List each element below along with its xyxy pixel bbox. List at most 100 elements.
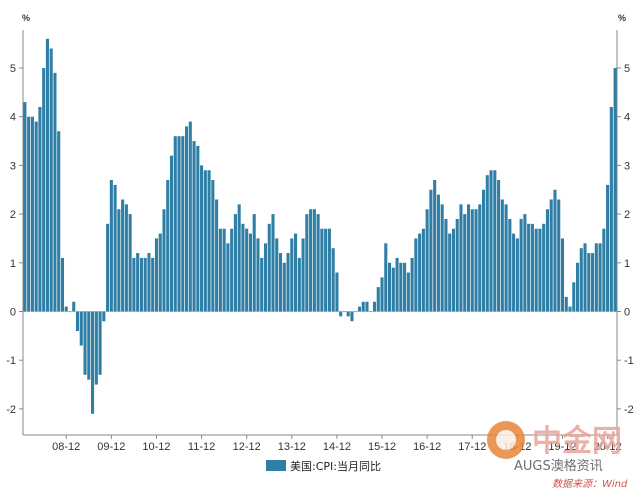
bar — [154, 238, 158, 312]
y-tick-label-right: -2 — [624, 404, 634, 416]
bar — [376, 287, 380, 312]
bar — [113, 184, 117, 312]
bar — [549, 199, 553, 312]
x-tick-label: 11-12 — [188, 441, 215, 453]
bar — [177, 136, 181, 312]
bar — [399, 262, 403, 312]
y-unit-label-right: % — [618, 13, 626, 23]
bar — [188, 121, 192, 312]
bar — [301, 238, 305, 312]
bar — [196, 145, 200, 312]
bar — [470, 209, 474, 312]
y-tick-label-left: 4 — [10, 112, 16, 124]
bar — [275, 238, 279, 312]
bar — [534, 228, 538, 312]
bar — [139, 257, 143, 312]
x-tick-label: 12-12 — [233, 441, 261, 453]
bar — [474, 209, 478, 312]
bar — [98, 311, 102, 375]
bar — [342, 311, 346, 313]
bar — [346, 311, 350, 317]
bar — [418, 233, 422, 312]
bar — [564, 296, 568, 312]
y-tick-label-right: 1 — [624, 258, 630, 270]
bar — [117, 209, 121, 312]
bar — [384, 243, 388, 312]
bar — [151, 257, 155, 312]
bar — [200, 165, 204, 312]
bar — [425, 209, 429, 312]
bar — [451, 228, 455, 312]
bar — [444, 218, 448, 312]
bar — [173, 136, 177, 312]
y-tick-label-left: 0 — [10, 307, 16, 319]
bar — [339, 311, 343, 317]
bar — [38, 106, 42, 312]
bar — [560, 238, 565, 312]
bar — [237, 204, 241, 312]
bar — [215, 199, 219, 312]
bar — [380, 277, 384, 312]
bar — [361, 301, 365, 312]
bar — [598, 243, 602, 312]
bar — [267, 223, 271, 312]
bar — [218, 228, 222, 312]
y-tick-label-left: -1 — [6, 355, 16, 367]
legend-swatch — [266, 460, 286, 471]
logo-inner-icon — [496, 430, 516, 450]
bar — [181, 136, 185, 312]
ticks-layer: -2 -2 -1 -1 0 0 1 1 2 2 3 3 4 4 5 5 08-12 09-12 10-12 11-12… — [6, 63, 634, 453]
bar — [211, 180, 215, 312]
x-tick-label: 09-12 — [97, 441, 125, 453]
bar — [493, 170, 497, 312]
bar — [575, 262, 580, 312]
y-tick-label-left: 5 — [10, 63, 16, 75]
bar — [395, 257, 399, 312]
bar — [124, 204, 128, 312]
bar — [406, 272, 410, 312]
bar — [324, 228, 328, 312]
watermark-logo-text: 中金网 — [532, 424, 622, 459]
bar — [372, 301, 377, 312]
bar — [57, 131, 61, 312]
bar — [327, 228, 331, 312]
bar — [286, 253, 290, 312]
bar — [109, 180, 113, 312]
watermark: 中金网 AUGS澳格资讯 数据来源：Wind — [487, 421, 628, 490]
bar — [466, 204, 471, 312]
bar — [169, 155, 174, 312]
bar — [583, 243, 587, 312]
bar — [87, 311, 91, 380]
bar — [482, 189, 486, 312]
bar — [102, 311, 106, 322]
bar — [500, 199, 504, 312]
bar — [579, 248, 583, 312]
bar — [256, 238, 260, 312]
y-tick-label-right: 2 — [624, 209, 630, 221]
bar — [305, 214, 309, 312]
bar — [557, 199, 561, 312]
bar — [354, 311, 358, 313]
bar — [53, 72, 57, 312]
bar — [572, 282, 576, 312]
bar — [271, 214, 275, 312]
bar — [233, 214, 237, 312]
x-tick-label: 20-12 — [594, 441, 622, 453]
bar — [45, 38, 49, 312]
y-tick-label-left: 2 — [10, 209, 16, 221]
y-tick-label-left: -2 — [6, 404, 16, 416]
bar — [309, 209, 313, 312]
bar — [478, 204, 482, 312]
y-tick-label-right: -1 — [624, 355, 634, 367]
bar — [602, 228, 606, 312]
bar — [121, 199, 125, 312]
bar — [30, 116, 34, 312]
bar — [185, 126, 189, 312]
bar — [331, 248, 335, 312]
bar — [591, 253, 595, 312]
y-unit-label-left: % — [22, 13, 30, 23]
bar — [64, 306, 68, 312]
bar — [162, 209, 166, 312]
bar — [252, 214, 256, 312]
